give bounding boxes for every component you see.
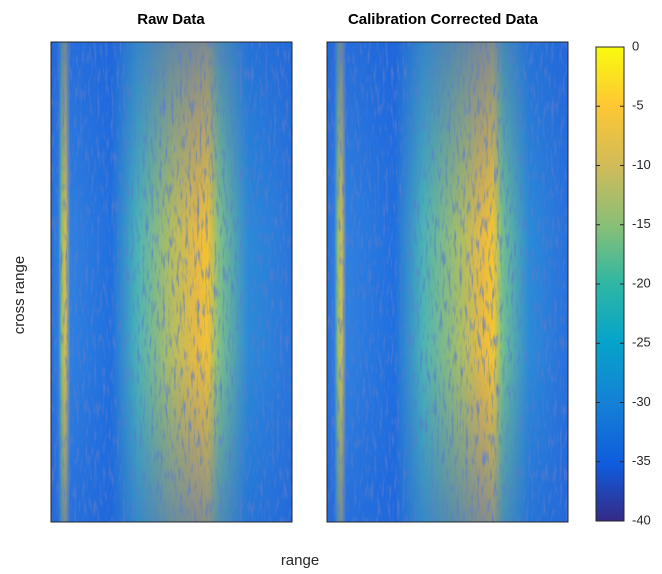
colorbar	[595, 46, 625, 522]
chart-title: Calibration Corrected Data	[348, 11, 539, 28]
colorbar-tick-label: -15	[632, 216, 651, 231]
heatmap-texture	[327, 42, 568, 522]
colorbar-tick-label: -5	[632, 98, 644, 113]
heatmap-panel: Raw Data	[50, 11, 293, 523]
heatmap-texture	[51, 42, 292, 522]
colorbar-tick-label: -10	[632, 157, 651, 172]
colorbar-tick-label: 0	[632, 38, 639, 53]
colorbar-tick-label: -30	[632, 394, 651, 409]
heatmap-panel: Calibration Corrected Data	[326, 11, 569, 523]
colorbar-tick-label: -25	[632, 335, 651, 350]
colorbar-tick-label: -20	[632, 275, 651, 290]
x-axis-label: range	[281, 552, 319, 569]
axes-box	[326, 41, 569, 523]
colorbar-tick-label: -35	[632, 453, 651, 468]
axes-box	[50, 41, 293, 523]
colorbar-tick-label: -40	[632, 512, 651, 527]
y-axis-label: cross range	[11, 256, 28, 334]
chart-title: Raw Data	[137, 11, 205, 28]
